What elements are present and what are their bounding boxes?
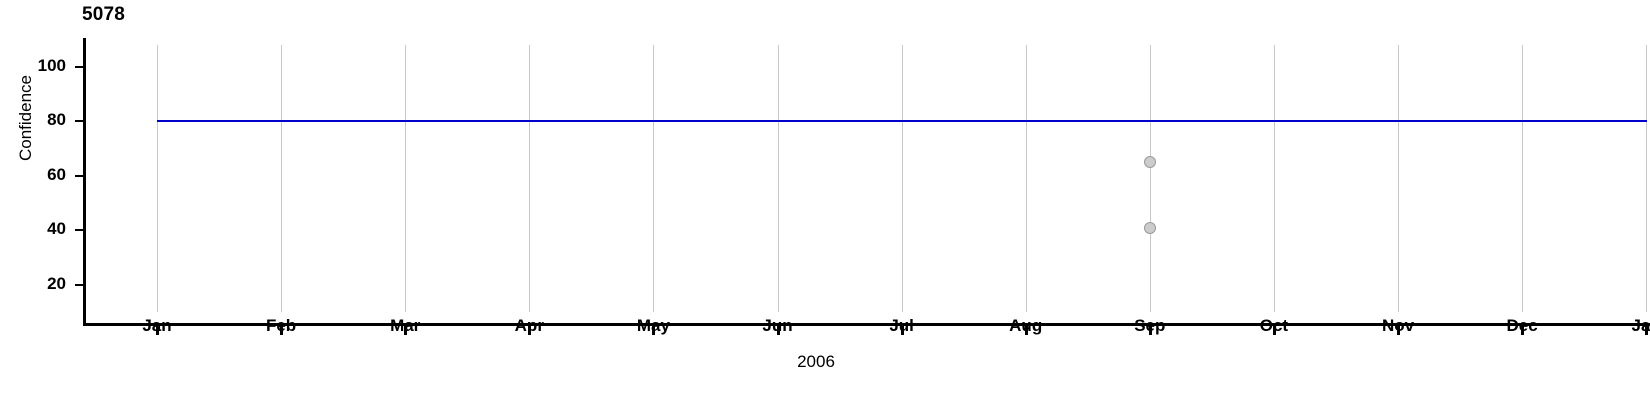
chart-title: 5078 [82,4,126,25]
x-tick-label-nov-10: Nov [1381,316,1415,335]
x-tick-label-aug-7: Aug [1009,316,1043,335]
x-tick-label-may-4: May [636,316,670,335]
x-tick-may-4 [652,326,656,335]
x-tick-mar-2 [404,326,408,335]
x-axis-title-label: 2006 [797,352,835,371]
x-tick-jan-0 [156,326,159,335]
gridline-dec-11 [1522,45,1524,312]
reference-line-threshold [157,120,1648,123]
x-tick-label-sep-8: Sep [1134,316,1166,335]
y-tick-label-20: 20 [47,273,66,293]
x-tick-label-dec-11: Dec [1506,316,1538,335]
y-tick-20 [75,283,83,286]
x-axis-title: 2006 [0,352,1650,372]
gridline-nov-10 [1398,45,1399,312]
x-tick-nov-10 [1397,326,1400,335]
x-axis-line [83,323,1650,326]
x-tick-label-jan-12: Jan [1631,316,1650,335]
y-tick-label-100: 100 [37,55,66,75]
y-tick-label-40: 40 [47,219,66,239]
x-tick-dec-11 [1521,326,1525,335]
x-tick-feb-1 [280,326,284,335]
gridline-aug-7 [1025,45,1027,312]
gridline-oct-9 [1273,45,1275,312]
x-tick-jun-5 [776,326,780,335]
x-tick-apr-3 [528,326,532,335]
gridline-feb-1 [281,45,283,312]
gridline-mar-2 [405,45,407,312]
y-tick-80 [75,120,83,123]
x-tick-oct-9 [1272,326,1276,335]
y-tick-label-60: 60 [47,164,66,184]
y-tick-60 [75,174,83,177]
x-tick-aug-7 [1024,326,1028,335]
x-tick-jan-12 [1645,326,1649,335]
x-tick-sep-8 [1148,326,1152,335]
x-tick-label-oct-9: Oct [1259,316,1289,335]
x-tick-label-jan-0: Jan [142,316,172,335]
gridline-jan-12 [1646,45,1648,312]
gridline-apr-3 [529,45,531,312]
y-tick-label-80: 80 [47,110,66,130]
x-tick-label-mar-2: Mar [390,316,421,335]
x-tick-label-jun-5: Jun [762,316,793,335]
gridline-jun-5 [777,45,779,312]
gridline-jan-0 [157,45,158,312]
x-tick-jul-6 [900,326,904,335]
gridline-jul-6 [901,45,903,312]
plot-area [85,45,1650,312]
gridline-sep-8 [1149,45,1151,312]
data-point-sep-65[interactable] [1143,156,1156,169]
y-tick-40 [75,229,83,232]
y-axis-line [83,38,86,326]
x-tick-label-jul-6: Jul [889,316,914,335]
y-tick-100 [75,65,83,68]
data-point-sep-41[interactable] [1143,221,1156,234]
x-tick-label-apr-3: Apr [514,316,544,335]
x-tick-label-feb-1: Feb [265,316,297,335]
gridline-may-4 [653,45,655,312]
